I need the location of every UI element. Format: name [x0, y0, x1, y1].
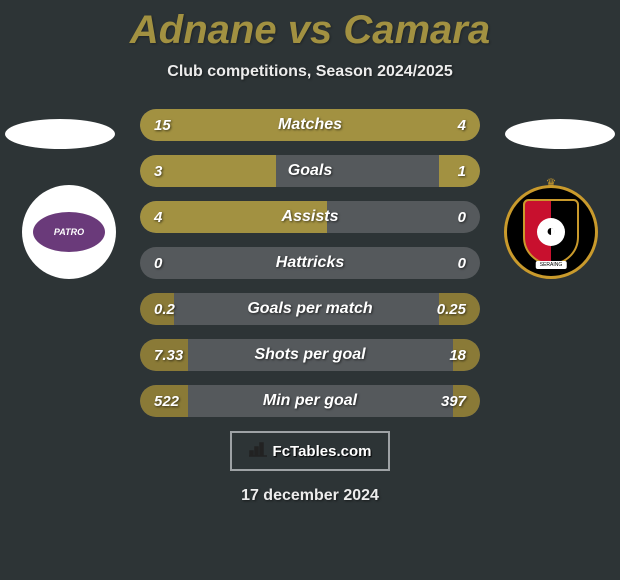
stat-value-left: 0.2	[154, 301, 175, 318]
stat-row: 3 Goals 1	[140, 155, 480, 187]
brand-text: FcTables.com	[273, 443, 372, 460]
page-title: Adnane vs Camara	[0, 0, 620, 53]
player-photo-left	[5, 119, 115, 149]
stat-label: Goals	[288, 162, 332, 180]
club-logo-left-label: PATRO	[33, 212, 105, 252]
stat-value-left: 522	[154, 393, 179, 410]
stat-label: Goals per match	[247, 300, 372, 318]
stat-row: 15 Matches 4	[140, 109, 480, 141]
stat-row: 0.2 Goals per match 0.25	[140, 293, 480, 325]
lion-icon: ◐	[537, 218, 565, 246]
stat-value-left: 0	[154, 255, 162, 272]
stat-value-right: 0.25	[437, 301, 466, 318]
stat-label: Assists	[282, 208, 339, 226]
stat-row: 4 Assists 0	[140, 201, 480, 233]
stat-label: Shots per goal	[254, 346, 365, 364]
stat-label: Hattricks	[276, 254, 344, 272]
club-logo-left: PATRO	[22, 185, 116, 279]
shield-icon: ◐ SERAING	[523, 199, 579, 265]
stat-value-left: 4	[154, 209, 162, 226]
stats-list: 15 Matches 4 3 Goals 1 4 Assists 0 0 Hattricks 0 0.2…	[140, 109, 480, 417]
stat-fill-left	[140, 109, 405, 141]
club-logo-right: ♛ ◐ SERAING	[504, 185, 598, 279]
stat-value-right: 0	[458, 255, 466, 272]
stat-value-right: 4	[458, 117, 466, 134]
stat-row: 522 Min per goal 397	[140, 385, 480, 417]
stat-value-right: 397	[441, 393, 466, 410]
stat-value-right: 1	[458, 163, 466, 180]
stat-value-left: 3	[154, 163, 162, 180]
stat-row: 0 Hattricks 0	[140, 247, 480, 279]
comparison-panel: PATRO ♛ ◐ SERAING 15 Matches 4 3 Goals 1 4 Assi…	[0, 109, 620, 505]
stat-label: Matches	[278, 116, 342, 134]
stat-value-right: 18	[449, 347, 466, 364]
stat-fill-right	[405, 109, 480, 141]
subtitle: Club competitions, Season 2024/2025	[0, 63, 620, 81]
stat-value-left: 7.33	[154, 347, 183, 364]
stat-value-left: 15	[154, 117, 171, 134]
crown-icon: ♛	[546, 176, 557, 190]
stat-label: Min per goal	[263, 392, 357, 410]
club-logo-right-banner: SERAING	[536, 261, 567, 269]
player-photo-right	[505, 119, 615, 149]
brand-badge: FcTables.com	[230, 431, 390, 471]
stat-value-right: 0	[458, 209, 466, 226]
date-label: 17 december 2024	[0, 487, 620, 505]
chart-icon	[249, 441, 267, 462]
stat-row: 7.33 Shots per goal 18	[140, 339, 480, 371]
